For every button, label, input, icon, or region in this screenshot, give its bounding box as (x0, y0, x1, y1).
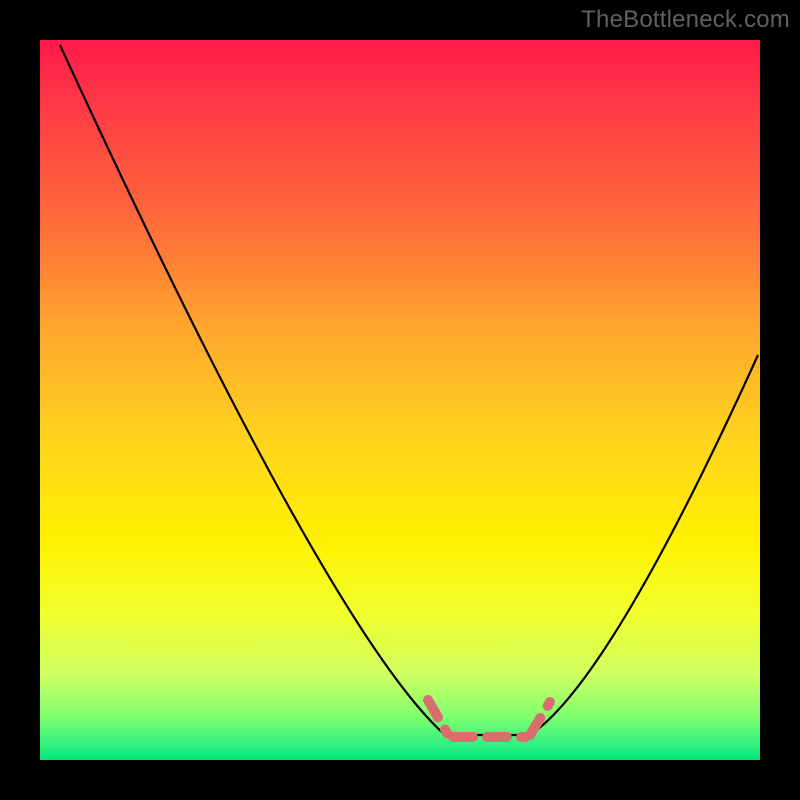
bottleneck-chart (0, 0, 800, 800)
watermark-text: TheBottleneck.com (581, 6, 790, 34)
gradient-background (40, 40, 760, 760)
chart-container: TheBottleneck.com (0, 0, 800, 800)
